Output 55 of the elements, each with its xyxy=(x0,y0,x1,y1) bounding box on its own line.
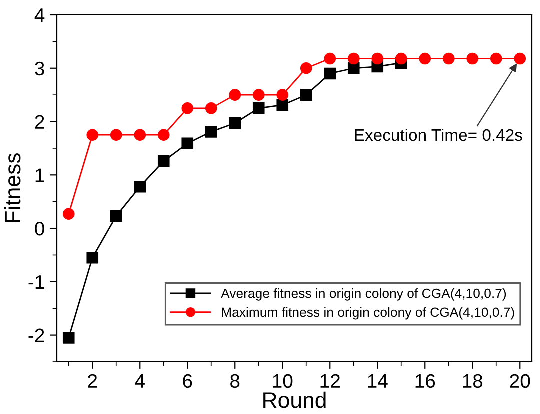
point xyxy=(276,89,289,101)
point xyxy=(182,102,194,114)
legend-label: Average fitness in origin colony of CGA(4,10,0.7) xyxy=(221,288,506,301)
x-tick-label: 18 xyxy=(463,374,483,388)
y-tick-label: 1 xyxy=(36,168,44,182)
y-tick-label: 0 xyxy=(35,222,44,236)
point xyxy=(442,52,455,65)
annotation: Execution Time= 0.42s xyxy=(355,128,522,142)
point xyxy=(229,117,242,130)
point xyxy=(110,129,122,142)
x-tick-label: 8 xyxy=(230,374,240,388)
point xyxy=(182,138,194,150)
y-tick-label: 3 xyxy=(35,62,44,76)
y-axis-title: Fitness xyxy=(4,153,21,222)
point xyxy=(134,180,146,193)
point xyxy=(158,129,170,142)
point xyxy=(229,89,242,101)
point xyxy=(86,129,99,142)
point xyxy=(300,62,312,74)
point xyxy=(158,155,170,168)
point xyxy=(205,102,218,114)
x-axis-title: Round xyxy=(264,392,326,408)
x-tick-label: 6 xyxy=(183,374,192,388)
y-tick-label: -2 xyxy=(28,328,44,342)
point xyxy=(395,52,408,65)
point xyxy=(324,52,336,65)
point xyxy=(514,52,526,65)
point xyxy=(252,102,265,114)
x-tick-label: 2 xyxy=(88,374,98,388)
point xyxy=(62,208,75,220)
x-tick-label: 4 xyxy=(135,374,145,388)
point xyxy=(348,62,360,74)
x-tick-label: 10 xyxy=(273,374,293,388)
point xyxy=(466,52,479,65)
x-tick-label: 14 xyxy=(368,374,388,388)
point xyxy=(324,68,336,80)
point xyxy=(86,252,99,264)
point xyxy=(276,99,289,112)
legend-label: Maximum fitness in origin colony of CGA(4,10,0.7) xyxy=(222,307,514,320)
y-tick-label: 4 xyxy=(34,8,45,22)
point xyxy=(134,129,146,142)
point xyxy=(62,332,75,344)
point xyxy=(300,89,312,101)
y-tick-label: 2 xyxy=(35,115,44,129)
x-tick-label: 20 xyxy=(510,374,530,388)
y-tick-label: -1 xyxy=(28,276,44,289)
point xyxy=(252,89,265,101)
point xyxy=(348,52,360,65)
point xyxy=(419,52,432,65)
point xyxy=(110,210,122,222)
point xyxy=(490,52,502,65)
point xyxy=(372,52,384,65)
x-tick-label: 16 xyxy=(416,374,436,388)
x-tick-label: 12 xyxy=(320,374,340,388)
point xyxy=(205,126,218,138)
